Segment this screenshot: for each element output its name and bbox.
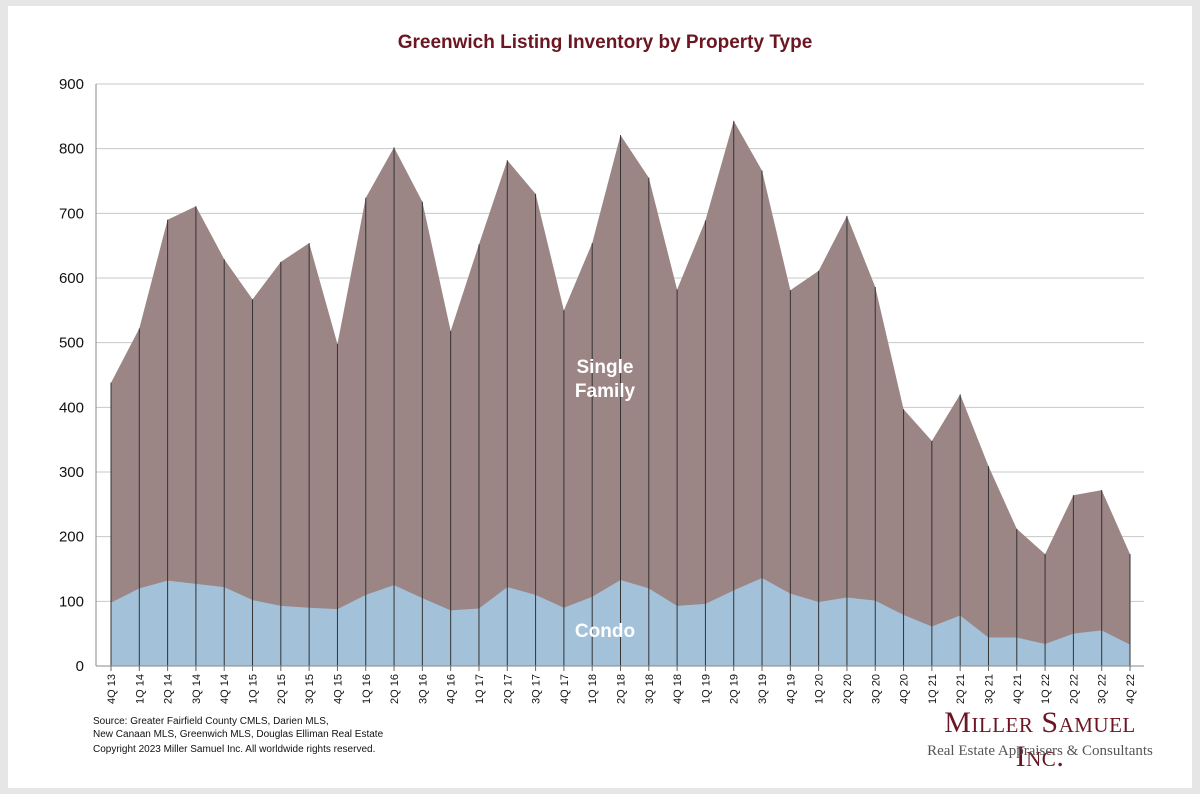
x-tick-label: 3Q 20 bbox=[870, 674, 882, 704]
company-logo: Miller Samuel Inc. bbox=[944, 706, 1136, 773]
x-tick-label: 1Q 19 bbox=[700, 674, 712, 704]
x-tick-label: 3Q 22 bbox=[1097, 674, 1109, 704]
y-tick-label: 800 bbox=[59, 141, 84, 158]
x-tick-label: 3Q 17 bbox=[531, 674, 543, 704]
x-tick-label: 2Q 16 bbox=[389, 674, 401, 704]
x-tick-label: 2Q 14 bbox=[163, 674, 175, 704]
source-note: Source: Greater Fairfield County CMLS, D… bbox=[93, 716, 384, 740]
y-tick-label: 600 bbox=[59, 270, 84, 287]
x-tick-label: 1Q 17 bbox=[474, 674, 486, 704]
x-tick-label: 3Q 15 bbox=[304, 674, 316, 704]
x-tick-label: 1Q 16 bbox=[361, 674, 373, 704]
x-tick-label: 2Q 15 bbox=[276, 674, 288, 704]
x-tick-label: 2Q 17 bbox=[502, 674, 514, 704]
y-tick-label: 700 bbox=[59, 205, 84, 222]
y-tick-label: 0 bbox=[76, 658, 84, 675]
x-tick-label: 4Q 21 bbox=[1012, 674, 1024, 704]
x-tick-label: 4Q 22 bbox=[1125, 674, 1137, 704]
x-tick-label: 3Q 14 bbox=[191, 674, 203, 704]
x-tick-label: 4Q 16 bbox=[446, 674, 458, 704]
x-tick-label: 2Q 19 bbox=[729, 674, 741, 704]
y-tick-label: 500 bbox=[59, 335, 84, 352]
y-tick-label: 300 bbox=[59, 464, 84, 481]
chart-title: Greenwich Listing Inventory by Property … bbox=[397, 32, 813, 53]
series-label-single-family: Single Family bbox=[575, 357, 636, 402]
x-tick-label: 4Q 19 bbox=[785, 674, 797, 704]
x-tick-label: 4Q 15 bbox=[332, 674, 344, 704]
x-tick-label: 3Q 18 bbox=[644, 674, 656, 704]
x-tick-label: 2Q 18 bbox=[616, 674, 628, 704]
x-tick-label: 2Q 22 bbox=[1068, 674, 1080, 704]
copyright-note: Copyright 2023 Miller Samuel Inc. All wo… bbox=[93, 744, 376, 755]
x-tick-label: 4Q 20 bbox=[899, 674, 911, 704]
y-tick-label: 400 bbox=[59, 399, 84, 416]
x-tick-label: 4Q 18 bbox=[672, 674, 684, 704]
x-tick-label: 2Q 20 bbox=[842, 674, 854, 704]
x-tick-label: 2Q 21 bbox=[955, 674, 967, 704]
x-tick-label: 4Q 17 bbox=[559, 674, 571, 704]
x-tick-label: 3Q 19 bbox=[757, 674, 769, 704]
x-tick-label: 1Q 18 bbox=[587, 674, 599, 704]
y-tick-label: 900 bbox=[59, 76, 84, 93]
x-tick-label: 3Q 21 bbox=[983, 674, 995, 704]
x-tick-label: 4Q 13 bbox=[106, 674, 118, 704]
x-tick-label: 3Q 16 bbox=[417, 674, 429, 704]
y-tick-label: 100 bbox=[59, 593, 84, 610]
company-tagline: Real Estate Appraisers & Consultants bbox=[927, 743, 1153, 759]
x-tick-label: 1Q 14 bbox=[134, 674, 146, 704]
x-tick-label: 1Q 21 bbox=[927, 674, 939, 704]
x-tick-label: 1Q 15 bbox=[248, 674, 260, 704]
x-tick-label: 4Q 14 bbox=[219, 674, 231, 704]
x-tick-label: 1Q 20 bbox=[814, 674, 826, 704]
x-tick-label: 1Q 22 bbox=[1040, 674, 1052, 704]
series-label-condo: Condo bbox=[575, 621, 635, 642]
y-tick-label: 200 bbox=[59, 529, 84, 546]
